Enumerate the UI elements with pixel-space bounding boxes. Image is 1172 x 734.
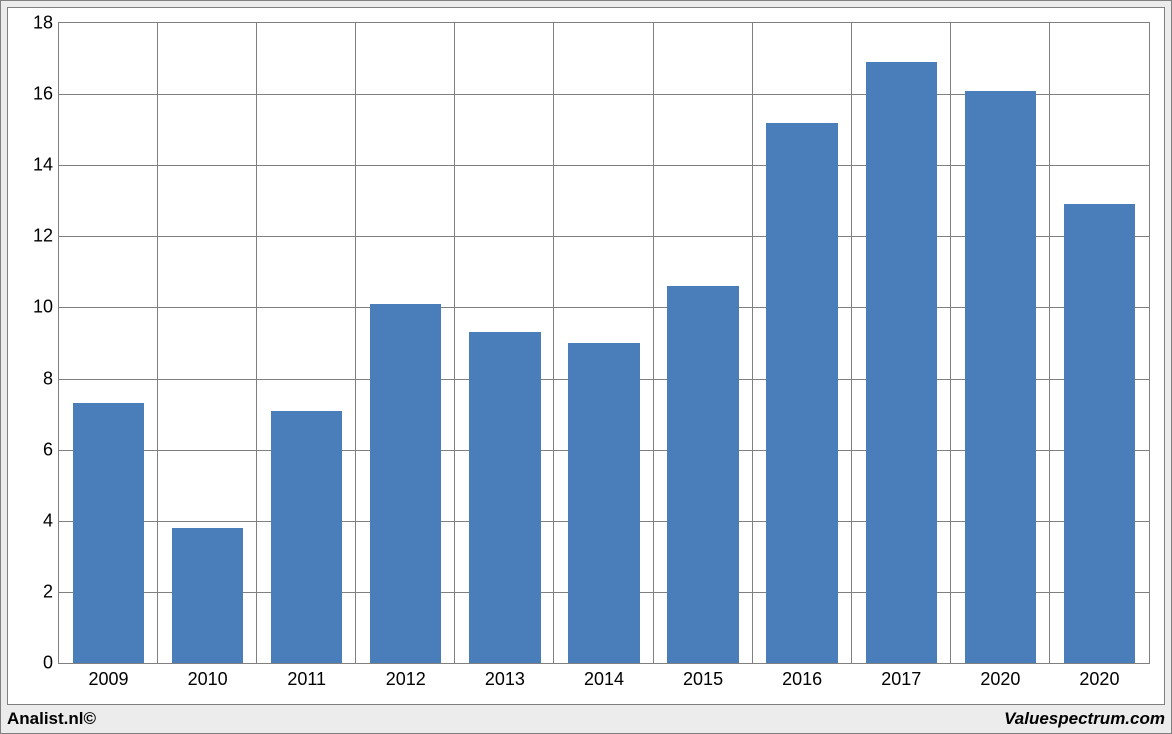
x-axis-label: 2012 — [386, 669, 426, 690]
bar — [866, 62, 937, 663]
plot-area: 0246810121416182009201020112012201320142… — [58, 22, 1150, 664]
x-axis-label: 2014 — [584, 669, 624, 690]
x-axis-label: 2009 — [89, 669, 129, 690]
bar — [766, 123, 837, 663]
bar — [667, 286, 738, 663]
x-slot: 2013 — [455, 23, 554, 663]
x-axis-label: 2017 — [881, 669, 921, 690]
footer-left-credit: Analist.nl© — [7, 709, 96, 729]
bar — [271, 411, 342, 663]
bar — [73, 403, 144, 663]
y-axis-label: 14 — [33, 155, 53, 176]
x-axis-label: 2011 — [287, 669, 326, 690]
x-axis-label: 2020 — [1079, 669, 1119, 690]
y-axis-label: 10 — [33, 297, 53, 318]
y-axis-label: 12 — [33, 226, 53, 247]
x-slot: 2020 — [1050, 23, 1149, 663]
x-slot: 2015 — [654, 23, 753, 663]
y-axis-label: 18 — [33, 13, 53, 34]
x-axis-label: 2020 — [980, 669, 1020, 690]
y-axis-label: 8 — [43, 368, 53, 389]
chart-panel: 0246810121416182009201020112012201320142… — [7, 7, 1165, 705]
x-slot: 2017 — [852, 23, 951, 663]
x-axis-label: 2015 — [683, 669, 723, 690]
bar — [469, 332, 540, 663]
footer-right-credit: Valuespectrum.com — [1004, 709, 1165, 729]
bar — [1064, 204, 1135, 663]
y-axis-label: 4 — [43, 510, 53, 531]
bar — [370, 304, 441, 663]
x-axis-label: 2013 — [485, 669, 525, 690]
chart-frame: 0246810121416182009201020112012201320142… — [0, 0, 1172, 734]
x-slot: 2011 — [257, 23, 356, 663]
x-slot: 2020 — [951, 23, 1050, 663]
x-axis-label: 2016 — [782, 669, 822, 690]
y-axis-label: 16 — [33, 84, 53, 105]
y-axis-label: 2 — [43, 581, 53, 602]
y-axis-label: 6 — [43, 439, 53, 460]
x-axis-label: 2010 — [188, 669, 228, 690]
x-slot: 2010 — [158, 23, 257, 663]
x-slot: 2014 — [554, 23, 653, 663]
bar — [568, 343, 639, 663]
bar — [172, 528, 243, 663]
x-slot: 2012 — [356, 23, 455, 663]
x-slot: 2009 — [59, 23, 158, 663]
y-axis-label: 0 — [43, 653, 53, 674]
x-slot: 2016 — [753, 23, 852, 663]
bar — [965, 91, 1036, 663]
